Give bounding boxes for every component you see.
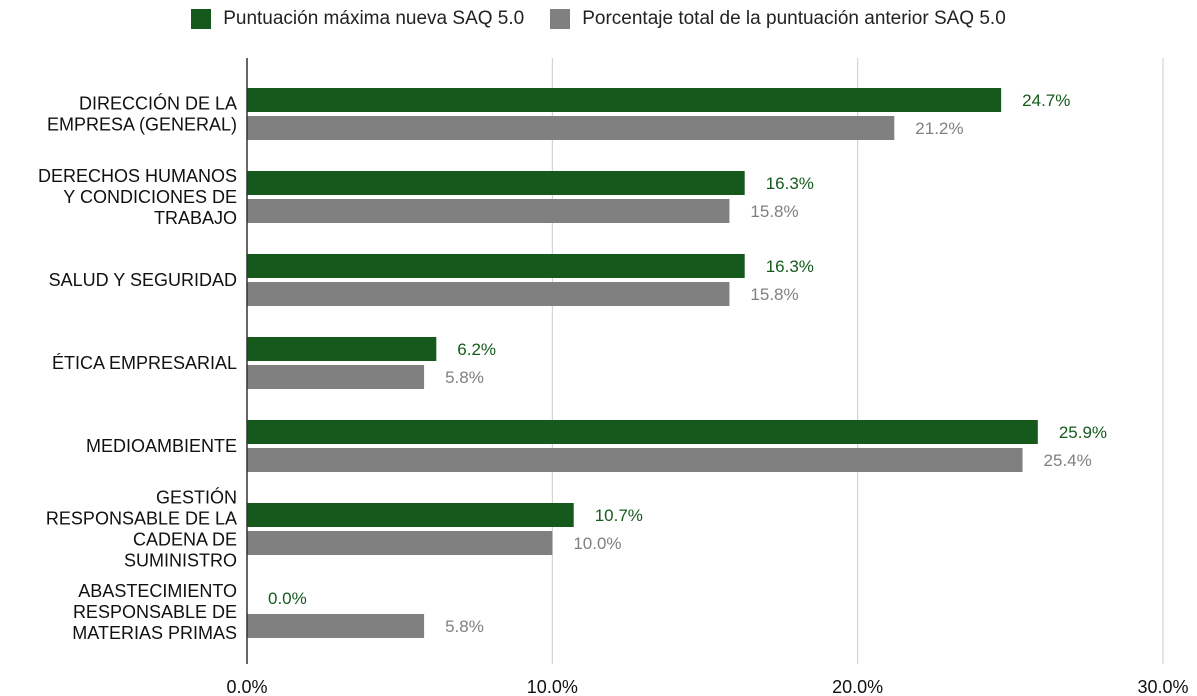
x-tick-label-1: 10.0% [527, 677, 578, 696]
data-label-series-2-cat-2: 15.8% [750, 202, 798, 221]
legend-item-series-2: Porcentaje total de la puntuación anteri… [550, 8, 1006, 30]
data-label-series-1-cat-3: 16.3% [766, 257, 814, 276]
category-label-6-line-1: GESTIÓN [156, 487, 237, 508]
bar-series-1-cat-2 [247, 171, 745, 195]
category-label-5-line-1: MEDIOAMBIENTE [86, 436, 237, 456]
x-tick-label-3: 30.0% [1137, 677, 1188, 696]
bar-series-1-cat-6 [247, 503, 574, 527]
category-label-7-line-2: RESPONSABLE DE [73, 602, 237, 622]
data-label-series-2-cat-7: 5.8% [445, 617, 484, 636]
data-label-series-2-cat-5: 25.4% [1044, 451, 1092, 470]
bar-series-2-cat-1 [247, 116, 895, 140]
category-label-7: ABASTECIMIENTO RESPONSABLE DE MATERIAS PRI… [72, 581, 237, 643]
category-label-1: DIRECCIÓN DE LA EMPRESA (GENERAL) [47, 93, 237, 135]
category-label-2-line-1: DERECHOS HUMANOS [38, 166, 237, 186]
bar-series-2-cat-2 [247, 199, 730, 223]
data-label-series-2-cat-6: 10.0% [573, 534, 621, 553]
data-label-series-1-cat-6: 10.7% [595, 506, 643, 525]
bar-series-2-cat-7 [247, 614, 425, 638]
category-label-6-line-4: SUMINISTRO [124, 551, 237, 571]
bar-series-2-cat-6 [247, 531, 553, 555]
category-label-3: SALUD Y SEGURIDAD [49, 270, 237, 290]
legend-item-series-1: Puntuación máxima nueva SAQ 5.0 [191, 8, 524, 30]
x-tick-label-0: 0.0% [226, 677, 267, 696]
category-label-3-line-1: SALUD Y SEGURIDAD [49, 270, 237, 290]
category-label-4: ÉTICA EMPRESARIAL [52, 353, 237, 373]
bar-series-1-cat-5 [247, 420, 1038, 444]
data-label-series-1-cat-7: 0.0% [268, 589, 307, 608]
x-tick-label-2: 20.0% [832, 677, 883, 696]
bar-series-2-cat-4 [247, 365, 425, 389]
category-label-2: DERECHOS HUMANOS Y CONDICIONES DE TRABAJO [38, 166, 237, 228]
category-label-6-line-2: RESPONSABLE DE LA [46, 509, 237, 529]
category-label-7-line-3: MATERIAS PRIMAS [72, 623, 237, 643]
category-label-2-line-2: Y CONDICIONES DE [63, 187, 237, 207]
data-label-series-2-cat-1: 21.2% [915, 119, 963, 138]
data-label-series-1-cat-5: 25.9% [1059, 423, 1107, 442]
bar-series-2-cat-3 [247, 282, 730, 306]
legend-swatch-series-1 [191, 9, 212, 29]
category-label-1-line-2: EMPRESA (GENERAL) [47, 115, 237, 135]
legend-label-series-1: Puntuación máxima nueva SAQ 5.0 [223, 8, 525, 29]
bar-series-2-cat-5 [247, 448, 1023, 472]
chart-legend: Puntuación máxima nueva SAQ 5.0 Porcenta… [0, 8, 1197, 30]
category-label-2-line-3: TRABAJO [154, 208, 237, 228]
data-label-series-2-cat-4: 5.8% [445, 368, 484, 387]
legend-swatch-series-2 [550, 9, 571, 29]
data-label-series-1-cat-2: 16.3% [766, 174, 814, 193]
bar-series-1-cat-1 [247, 88, 1002, 112]
bar-series-1-cat-3 [247, 254, 745, 278]
category-label-6-line-3: CADENA DE [133, 530, 237, 550]
data-label-series-2-cat-3: 15.8% [750, 285, 798, 304]
category-label-5: MEDIOAMBIENTE [86, 436, 237, 456]
data-label-series-1-cat-4: 6.2% [457, 340, 496, 359]
bar-series-1-cat-4 [247, 337, 437, 361]
category-label-7-line-1: ABASTECIMIENTO [78, 581, 237, 601]
category-label-4-line-1: ÉTICA EMPRESARIAL [52, 353, 237, 373]
category-label-6: GESTIÓN RESPONSABLE DE LA CADENA DE SUMINIS… [46, 487, 237, 571]
data-label-series-1-cat-1: 24.7% [1022, 91, 1070, 110]
category-label-1-line-1: DIRECCIÓN DE LA [79, 93, 237, 114]
legend-label-series-2: Porcentaje total de la puntuación anteri… [582, 8, 1006, 29]
